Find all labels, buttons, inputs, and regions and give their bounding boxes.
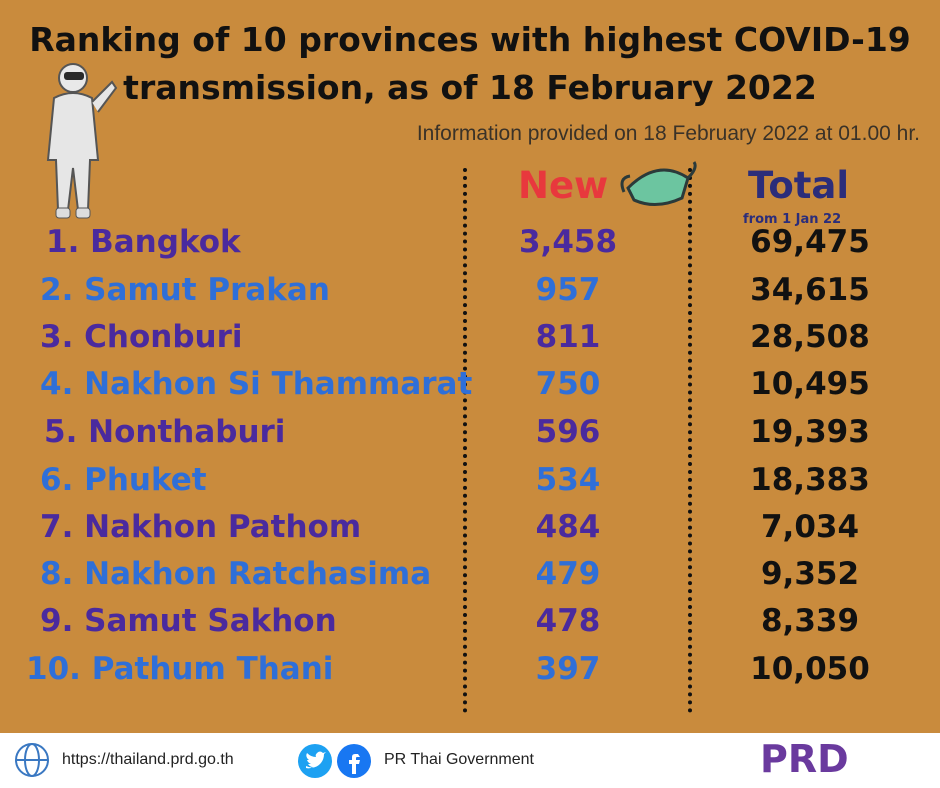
social-name: PR Thai Government: [384, 751, 534, 768]
subtitle: Information provided on 18 February 2022…: [416, 122, 920, 145]
province-name: 8. Nakhon Ratchasima: [40, 556, 432, 592]
total-cases: 10,495: [750, 366, 870, 402]
divider: [688, 168, 692, 713]
mask-icon: [620, 161, 697, 206]
province-name: 7. Nakhon Pathom: [40, 509, 362, 545]
website[interactable]: https://thailand.prd.go.th: [62, 751, 234, 768]
new-cases: 811: [535, 319, 601, 355]
total-cases: 7,034: [760, 509, 860, 545]
new-cases: 478: [535, 603, 601, 639]
total-cases: 34,615: [750, 272, 870, 308]
total-cases: 19,393: [750, 414, 870, 450]
divider: [463, 168, 467, 713]
new-cases: 479: [535, 556, 601, 592]
total-cases: 18,383: [750, 462, 870, 498]
title-line: transmission, as of 18 February 2022: [123, 68, 817, 107]
new-cases: 484: [535, 509, 601, 545]
province-name: 1. Bangkok: [46, 224, 241, 260]
new-cases: 596: [535, 414, 601, 450]
total-cases: 28,508: [750, 319, 870, 355]
new-cases: 3,458: [518, 224, 618, 260]
title-line: Ranking of 10 provinces with highest COV…: [29, 20, 911, 59]
province-name: 9. Samut Sakhon: [40, 603, 337, 639]
footer: https://thailand.prd.go.th PR Thai Gover…: [0, 733, 940, 788]
province-name: 10. Pathum Thani: [26, 651, 334, 687]
new-header: New: [518, 164, 609, 207]
province-name: 6. Phuket: [40, 462, 207, 498]
total-cases: 69,475: [750, 224, 870, 260]
globe-icon: [15, 743, 49, 777]
new-cases: 397: [535, 651, 601, 687]
total-cases: 10,050: [750, 651, 870, 687]
total-cases: 9,352: [760, 556, 860, 592]
province-name: 4. Nakhon Si Thammarat: [40, 366, 473, 402]
total-cases: 8,339: [760, 603, 860, 639]
province-name: 3. Chonburi: [40, 319, 243, 355]
total-note: from 1 Jan 22: [743, 212, 842, 227]
new-cases: 534: [535, 462, 601, 498]
new-cases: 750: [535, 366, 601, 402]
total-header: Total: [748, 164, 850, 207]
province-name: 2. Samut Prakan: [40, 272, 330, 308]
health-worker-illustration: [46, 63, 118, 219]
logo-text: PRD: [760, 737, 849, 781]
new-cases: 957: [535, 272, 601, 308]
province-name: 5. Nonthaburi: [44, 414, 286, 450]
social-icons[interactable]: [298, 744, 372, 778]
